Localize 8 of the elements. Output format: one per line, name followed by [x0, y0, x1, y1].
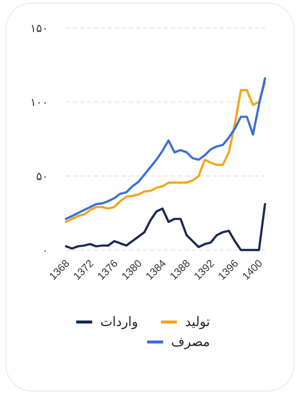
- line-series: [64, 203, 266, 252]
- y-tick-label: ۱۰۰: [30, 96, 48, 109]
- y-tick-label: ۵۰: [36, 170, 48, 183]
- y-tick-label: ۰: [42, 244, 48, 257]
- legend-label: تولید: [184, 315, 210, 330]
- legend-label: مصرف: [171, 335, 210, 350]
- y-tick-label: ۱۵۰: [30, 22, 48, 35]
- legend-label: واردات: [100, 315, 138, 330]
